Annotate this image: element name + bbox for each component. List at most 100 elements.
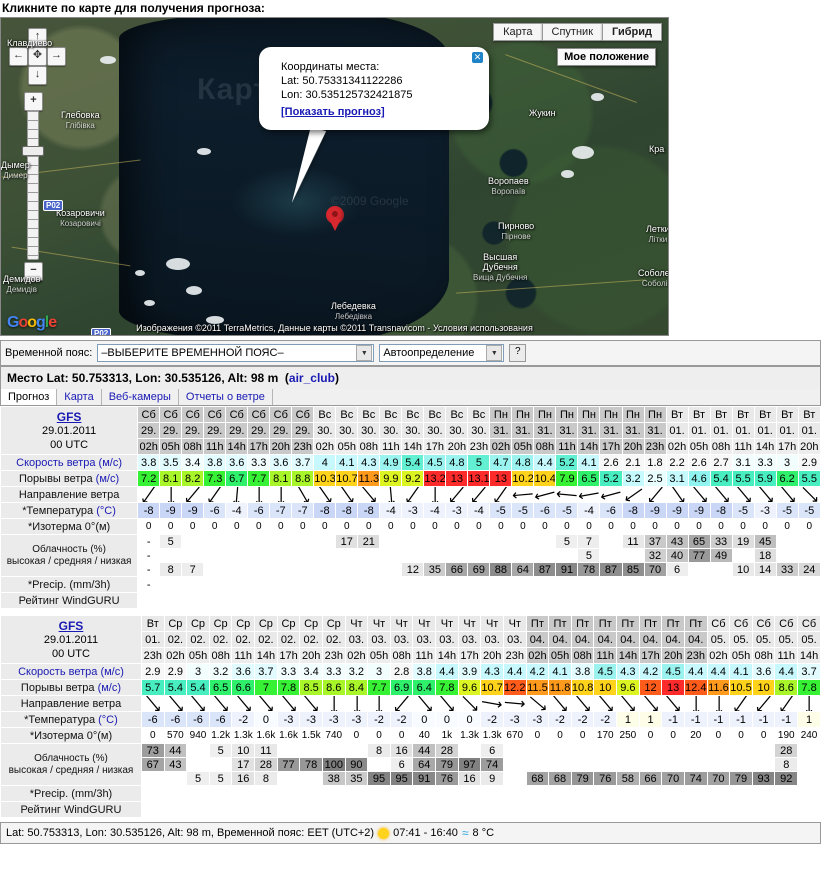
tab-map[interactable]: Карта <box>57 389 102 405</box>
map-type-gibrid[interactable]: Гибрид <box>602 23 662 41</box>
map-type-sputnik[interactable]: Спутник <box>541 23 604 41</box>
precipitation-cell <box>638 785 663 802</box>
day-number-cell: 30. <box>467 422 491 439</box>
wind-speed-cell: 2.2 <box>665 454 689 471</box>
day-name-cell: Вт <box>797 406 822 423</box>
cloud-mid-cell <box>638 757 663 772</box>
cloud-low-cell: 6 <box>665 562 689 577</box>
precipitation-cell <box>489 576 513 593</box>
wind-direction-arrow-icon: ⟶ <box>570 695 595 712</box>
close-icon[interactable]: ✕ <box>472 52 483 63</box>
temperature-unit-link[interactable]: (°C) <box>96 504 116 517</box>
day-number-cell: 29. <box>225 422 249 439</box>
map-type-karta[interactable]: Карта <box>493 23 543 41</box>
day-number-cell: 04. <box>548 631 572 648</box>
zoom-in-button[interactable]: + <box>24 92 43 111</box>
isotherm-cell: 0 <box>775 518 799 535</box>
hour-cell: 11h <box>203 438 227 455</box>
precipitation-cell <box>423 576 447 593</box>
hour-cell: 23h <box>291 438 315 455</box>
cloud-mid-cell <box>401 548 425 563</box>
temperature-cell: -4 <box>379 502 403 519</box>
cloud-low-cell: 35 <box>344 771 369 786</box>
wind-direction-arrow-icon: ⟶ <box>797 486 822 503</box>
temperature-cell: -6 <box>140 711 165 728</box>
temperature-unit-link[interactable]: (°C) <box>98 713 118 726</box>
map-marker-pin[interactable] <box>326 206 344 232</box>
chevron-down-icon[interactable]: ▼ <box>486 345 503 361</box>
wind-gusts-unit-link[interactable]: (м/с) <box>97 681 122 694</box>
chevron-down-icon[interactable]: ▼ <box>356 345 373 361</box>
map-canvas[interactable]: Карты Google ©2009 Google ↑ ← ✥ → ↓ + − … <box>0 17 669 336</box>
day-number-cell: 04. <box>683 631 708 648</box>
wind-speed-unit-link[interactable]: (м/с) <box>98 456 122 469</box>
tab-webcams[interactable]: Веб-камеры <box>102 389 179 405</box>
help-button[interactable]: ? <box>509 344 527 362</box>
precipitation-cell <box>577 576 601 593</box>
cloud-mid-cell <box>797 548 822 563</box>
terms-of-use-link[interactable]: Условия использования <box>432 323 533 333</box>
timezone-mode-value: Автоопределение <box>383 347 475 359</box>
day-name-cell: Вс <box>467 406 491 423</box>
cloud-low-cell <box>203 562 227 577</box>
zoom-slider-track[interactable] <box>27 110 39 260</box>
cloud-low-cell <box>163 771 188 786</box>
show-forecast-link[interactable]: [Показать прогноз] <box>281 106 385 118</box>
cloud-high-cell <box>502 743 527 758</box>
precipitation-cell: - <box>137 576 161 593</box>
tab-forecast[interactable]: Прогноз <box>1 389 58 405</box>
row-precipitation: *Precip. (mm/3h) <box>0 785 821 802</box>
my-position-button[interactable]: Мое положение <box>557 48 656 66</box>
wind-speed-cell: 3.6 <box>269 454 293 471</box>
wind-speed-unit-link[interactable]: (м/с) <box>100 665 124 678</box>
wind-gust-cell: 9.9 <box>379 470 403 487</box>
row-label-isotherm: *Изотерма 0°(м) <box>0 727 142 744</box>
pan-left-icon[interactable]: ← <box>9 47 28 66</box>
wind-speed-link[interactable]: Скорость ветра <box>16 456 96 469</box>
pan-up-icon[interactable]: ↑ <box>28 28 47 47</box>
wind-direction-arrow-icon: ⟶ <box>555 486 579 503</box>
cloud-mid-cell <box>225 548 249 563</box>
wind-speed-cell: 4.4 <box>706 663 731 680</box>
model-cell: GFS 29.01.2011 00 UTC <box>0 406 139 455</box>
hour-cell: 08h <box>709 438 733 455</box>
zoom-slider-handle[interactable] <box>22 146 44 156</box>
windguru-rating-cell <box>140 801 165 818</box>
precipitation-cell <box>299 785 323 802</box>
wind-gust-cell: 9.6 <box>616 679 640 696</box>
temperature-cell: -1 <box>774 711 799 728</box>
recenter-icon[interactable]: ✥ <box>28 47 47 66</box>
pan-down-icon[interactable]: ↓ <box>28 66 47 85</box>
map-pan-controls[interactable]: ↑ ← ✥ → ↓ <box>9 28 66 85</box>
wind-gust-cell: 5.2 <box>599 470 623 487</box>
wind-direction-arrow-icon: ⟶ <box>344 695 369 712</box>
precipitation-cell <box>203 576 227 593</box>
map-type-switcher[interactable]: Карта Спутник Гибрид <box>493 23 662 41</box>
windguru-rating-cell <box>616 801 640 818</box>
tab-wind-reports[interactable]: Отчеты о ветре <box>179 389 273 405</box>
timezone-mode-select[interactable]: Автоопределение ▼ <box>379 344 505 362</box>
pan-right-icon[interactable]: → <box>47 47 66 66</box>
day-name-cell: Ср <box>208 615 233 632</box>
temperature-cell: -9 <box>159 502 183 519</box>
isotherm-cell: 0 <box>687 518 711 535</box>
wind-gust-cell: 7.8 <box>276 679 301 696</box>
windguru-rating-cell <box>502 801 527 818</box>
cloud-mid-cell: 90 <box>344 757 369 772</box>
timezone-select[interactable]: –ВЫБЕРИТЕ ВРЕМЕННОЙ ПОЯС– ▼ <box>97 344 375 362</box>
wind-gust-cell: 12 <box>638 679 663 696</box>
zoom-out-button[interactable]: − <box>24 262 43 281</box>
wind-direction-arrow-icon: ⟶ <box>276 695 301 712</box>
row-wind-speed: Скорость ветра (м/с) 2.9 2.9 3 3.2 3.6 3.7 3.3 3… <box>0 663 821 680</box>
wind-gusts-unit-link[interactable]: (м/с) <box>95 472 120 485</box>
temperature-cell: -8 <box>357 502 381 519</box>
hour-cell: 02h <box>313 438 337 455</box>
day-number-cell: 01. <box>753 422 777 439</box>
wind-gust-cell: 5.5 <box>797 470 822 487</box>
wind-speed-link[interactable]: Скорость ветра <box>18 665 98 678</box>
cloud-low-cell: 70 <box>706 771 731 786</box>
map-label: Воропаев Воропаїв <box>488 176 529 196</box>
air-club-link[interactable]: air_club <box>288 371 335 385</box>
precipitation-cell <box>208 785 233 802</box>
cloud-mid-cell <box>729 757 753 772</box>
